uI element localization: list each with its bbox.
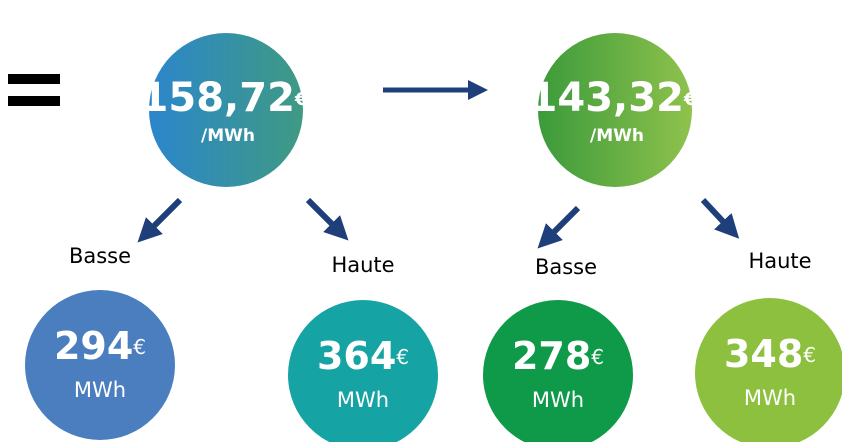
- price: 158,72: [141, 75, 295, 121]
- price: 348: [724, 332, 803, 376]
- currency: €: [683, 89, 697, 110]
- currency: €: [591, 345, 604, 369]
- tier-label: Haute: [748, 249, 811, 273]
- main-unit: /MWh: [201, 126, 255, 146]
- arrow: [137, 197, 183, 243]
- equals-bar: [8, 96, 60, 106]
- arrow: [305, 197, 349, 241]
- tier-label: Haute: [331, 253, 394, 277]
- tier-label: Basse: [535, 255, 597, 279]
- tier-unit: MWh: [74, 378, 126, 402]
- main-unit: /MWh: [590, 126, 644, 146]
- tier-price: 278€: [512, 334, 604, 378]
- tier-circle: [288, 300, 438, 442]
- tier-unit: MWh: [532, 388, 584, 412]
- main-circle: [149, 33, 303, 187]
- currency: €: [133, 335, 146, 359]
- price: 364: [317, 334, 396, 378]
- main-price: 158,72€: [141, 75, 308, 121]
- equals-bar: [8, 74, 60, 84]
- tier-unit: MWh: [744, 386, 796, 410]
- tier-circle: [25, 290, 175, 440]
- tier-circle: [695, 298, 842, 442]
- price: 278: [512, 334, 591, 378]
- tier-circle: [483, 300, 633, 442]
- main-circle: [538, 33, 692, 187]
- arrow: [700, 197, 740, 239]
- tier-price: 364€: [317, 334, 409, 378]
- tier-label: Basse: [69, 244, 131, 268]
- currency: €: [294, 89, 308, 110]
- currency: €: [803, 343, 816, 367]
- tier-unit: MWh: [337, 388, 389, 412]
- tier-price: 348€: [724, 332, 816, 376]
- tier-price: 294€: [54, 324, 146, 368]
- arrow: [537, 205, 581, 249]
- price: 294: [54, 324, 133, 368]
- main-price: 143,32€: [530, 75, 697, 121]
- price: 143,32: [530, 75, 684, 121]
- currency: €: [396, 345, 409, 369]
